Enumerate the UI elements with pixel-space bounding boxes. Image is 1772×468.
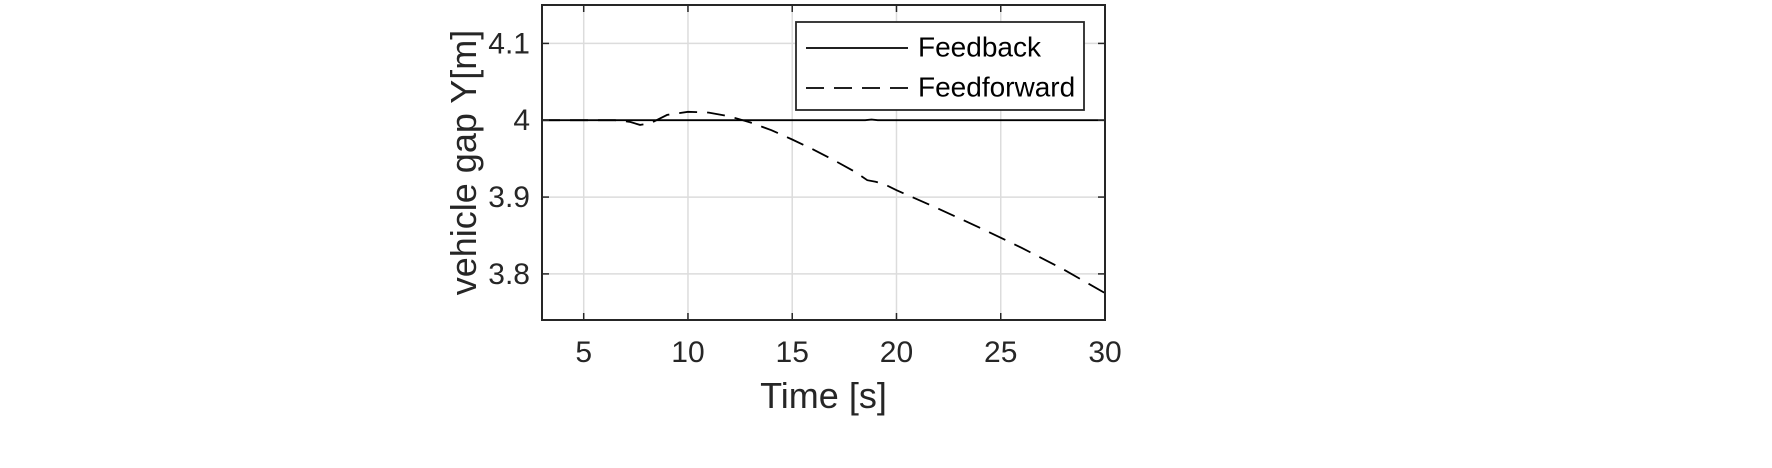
x-tick-label: 10 bbox=[671, 336, 704, 369]
legend-label-feedforward: Feedforward bbox=[918, 71, 1075, 102]
series-line-feedforward bbox=[542, 110, 1106, 294]
legend: Feedback Feedforward bbox=[795, 21, 1085, 111]
y-tick-label: 4.1 bbox=[488, 27, 530, 60]
plot-frame bbox=[541, 4, 1106, 321]
legend-label-feedback: Feedback bbox=[918, 31, 1042, 62]
y-axis-title: vehicle gap Y[m] bbox=[443, 30, 484, 295]
x-tick-label: 5 bbox=[575, 336, 592, 369]
y-tick-label: 3.8 bbox=[488, 258, 530, 291]
legend-box bbox=[795, 21, 1085, 111]
plot-series bbox=[542, 110, 1106, 294]
x-tick-label: 30 bbox=[1088, 336, 1121, 369]
y-tick-label: 4 bbox=[513, 104, 530, 137]
x-axis-title: Time [s] bbox=[760, 375, 887, 416]
x-tick-label: 15 bbox=[776, 336, 809, 369]
series-line-feedback bbox=[542, 118, 1105, 122]
axis-ticks: 5 10 15 20 25 30 3.8 3.9 4 4.1 bbox=[488, 5, 1122, 369]
x-tick-label: 25 bbox=[984, 336, 1017, 369]
x-tick-label: 20 bbox=[880, 336, 913, 369]
y-tick-label: 3.9 bbox=[488, 181, 530, 214]
